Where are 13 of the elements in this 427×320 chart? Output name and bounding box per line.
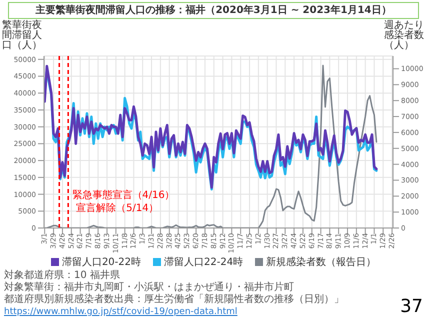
text: 37	[400, 296, 423, 317]
ref-line-label: 緊急事態宣言（4/16）	[72, 189, 175, 201]
text: 都道府県別新規感染者数出典：厚生労働省「新規陽性者数の推移（日別）」	[4, 294, 344, 305]
chart-title: 主要繁華街夜間滞留人口の推移：福井（2020年3月1日 ~ 2023年1月14日）	[36, 5, 392, 16]
y2-axis-title: 週あたり感染者数（人）	[384, 20, 424, 51]
y-axis-title: 繁華街夜間滞留人口（人）	[2, 20, 42, 51]
text: 対象繁華街：福井市丸岡町・小浜駅・はまかぜ通り・福井市片町	[4, 282, 294, 293]
legend-label: 滞留人口20-22時	[62, 256, 141, 269]
legend-label: 新規感染者数（報告日）	[266, 256, 376, 269]
ref-line-label: 宣言解除（5/14）	[76, 202, 159, 214]
text: https://www.mhlw.go.jp/stf/covid-19/open-data.html	[4, 307, 238, 317]
legend-label: 滞留人口22-24時	[164, 256, 244, 269]
text: 対象都道府県：10 福井県	[4, 270, 120, 281]
